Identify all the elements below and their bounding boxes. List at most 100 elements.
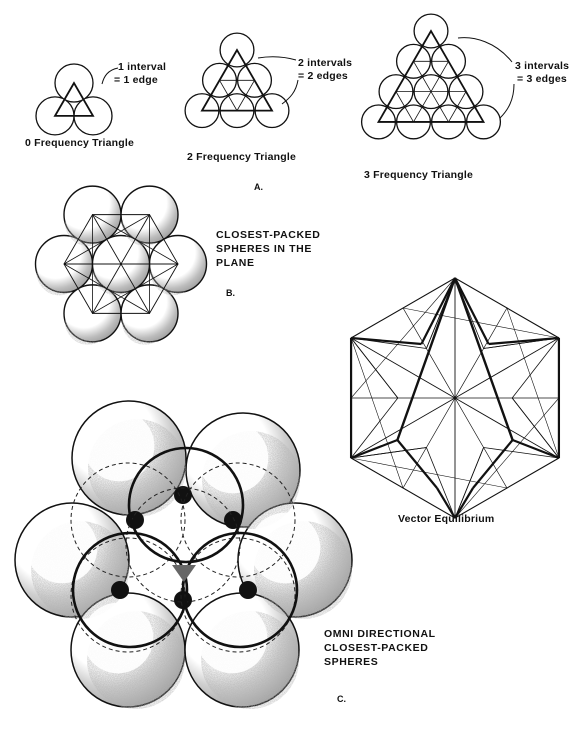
freq2-note-line2: = 2 edges bbox=[298, 70, 348, 82]
freq3-note-line1: 3 intervals bbox=[515, 60, 569, 72]
omni-caption-line3: SPHERES bbox=[324, 656, 378, 668]
omni-sphere-front bbox=[127, 446, 245, 564]
omni-center-gap bbox=[172, 565, 196, 582]
figure-b-label: B. bbox=[226, 288, 235, 298]
freq3-outline bbox=[376, 29, 486, 123]
ve-bold-edge bbox=[488, 336, 560, 346]
ve-bold-edge bbox=[396, 277, 457, 441]
freq3-grid-line bbox=[395, 91, 414, 123]
freq3-caption: 3 Frequency Triangle bbox=[364, 169, 473, 181]
ve-bold-edge bbox=[454, 487, 474, 519]
omni-hidden-sphere bbox=[125, 487, 241, 603]
ve-facet bbox=[426, 447, 456, 519]
ve-bold-edge bbox=[436, 487, 456, 519]
plane-shade bbox=[65, 218, 102, 246]
plane-stipple bbox=[36, 218, 187, 345]
freq2-note-line1: 2 intervals bbox=[298, 57, 352, 69]
omni-sphere-front bbox=[181, 531, 299, 649]
plane-shade bbox=[122, 218, 159, 246]
freq3-arrow-lower bbox=[499, 83, 515, 119]
freq2-triangle bbox=[184, 32, 290, 129]
omni-hidden-sphere bbox=[180, 462, 296, 578]
figure-a-label: A. bbox=[254, 182, 263, 192]
omni-interstice bbox=[174, 486, 192, 504]
plane-caption-line2: SPHERES IN THE bbox=[216, 243, 312, 255]
freq0-note-line2: = 1 edge bbox=[114, 74, 158, 86]
ve-facet bbox=[350, 397, 399, 459]
omni-interstice bbox=[239, 581, 257, 599]
omni-highlight bbox=[197, 422, 269, 494]
omni-packing-figure bbox=[14, 400, 353, 709]
freq0-caption: 0 Frequency Triangle bbox=[25, 137, 134, 149]
freq0-note-line1: 1 interval bbox=[118, 61, 166, 73]
plane-packing-figure bbox=[34, 185, 208, 345]
plane-shade bbox=[122, 317, 159, 345]
ve-radial bbox=[350, 337, 456, 399]
omni-caption-line2: CLOSEST-PACKED bbox=[324, 642, 428, 654]
omni-highlight bbox=[26, 512, 98, 584]
freq2-arrow-upper bbox=[257, 56, 297, 61]
ve-bold-edge bbox=[453, 277, 514, 441]
omni-highlight bbox=[83, 410, 155, 482]
ve-facet bbox=[351, 457, 508, 489]
omni-sphere-front bbox=[71, 531, 189, 649]
freq3-arrow-upper bbox=[457, 37, 513, 63]
freq0-triangle bbox=[35, 63, 113, 136]
ve-bold-edge bbox=[396, 439, 438, 489]
ve-radial bbox=[454, 397, 508, 489]
freq2-grid-line bbox=[236, 80, 255, 111]
freq0-outline bbox=[53, 81, 95, 117]
plane-triangle bbox=[92, 213, 179, 315]
ve-radial bbox=[402, 397, 456, 489]
ve-facet bbox=[402, 307, 559, 339]
ve-radial bbox=[454, 397, 560, 459]
plane-diagonal bbox=[92, 214, 150, 314]
plane-shade bbox=[65, 317, 102, 345]
freq3-note-line2: = 3 edges bbox=[517, 73, 567, 85]
ve-bold-edge bbox=[350, 438, 398, 460]
freq3-triangle bbox=[360, 13, 502, 140]
omni-hidden-sphere bbox=[70, 537, 186, 653]
omni-hidden-sphere bbox=[180, 537, 296, 653]
figure-c-label: C. bbox=[337, 694, 346, 704]
ve-radial bbox=[350, 397, 456, 459]
freq2-outline bbox=[200, 48, 274, 112]
omni-highlight bbox=[196, 602, 268, 674]
ve-facet bbox=[350, 277, 456, 399]
freq3-grid-line bbox=[413, 61, 449, 123]
ve-bold-edge bbox=[472, 439, 514, 489]
ve-bold-edge bbox=[454, 277, 490, 345]
ve-bold-edge bbox=[420, 277, 456, 345]
omni-highlight bbox=[249, 512, 321, 584]
freq0-arrow bbox=[101, 67, 119, 85]
ve-bold-edge bbox=[512, 438, 560, 460]
ve-facet bbox=[454, 397, 560, 519]
vector-equilibrium-caption: Vector Equilibrium bbox=[398, 513, 494, 525]
plane-triangle bbox=[63, 213, 150, 315]
ve-facet bbox=[511, 337, 560, 399]
freq2-caption: 2 Frequency Triangle bbox=[187, 151, 296, 163]
plane-caption-line3: PLANE bbox=[216, 257, 255, 269]
ve-facet bbox=[351, 447, 427, 459]
omni-highlight bbox=[82, 602, 154, 674]
omni-hidden-sphere bbox=[70, 462, 186, 578]
vector-equilibrium-figure bbox=[349, 277, 561, 519]
omni-caption-line1: OMNI DIRECTIONAL bbox=[324, 628, 436, 640]
omni-interstice bbox=[111, 581, 129, 599]
plane-shade bbox=[36, 268, 73, 296]
ve-radial bbox=[454, 337, 560, 399]
ve-facet bbox=[350, 337, 404, 489]
freq2-grid-line bbox=[219, 80, 238, 111]
plane-caption-line1: CLOSEST-PACKED bbox=[216, 229, 320, 241]
plane-shade bbox=[93, 268, 130, 296]
plane-shade bbox=[150, 268, 187, 296]
freq3-grid-line bbox=[448, 91, 467, 123]
omni-interstice bbox=[224, 511, 242, 529]
ve-facet bbox=[483, 447, 559, 459]
ve-bold-edge bbox=[350, 336, 422, 346]
ve-facet bbox=[506, 307, 560, 459]
freq2-arrow-lower bbox=[281, 79, 299, 105]
ve-facet bbox=[350, 337, 399, 399]
ve-facet bbox=[511, 397, 560, 459]
